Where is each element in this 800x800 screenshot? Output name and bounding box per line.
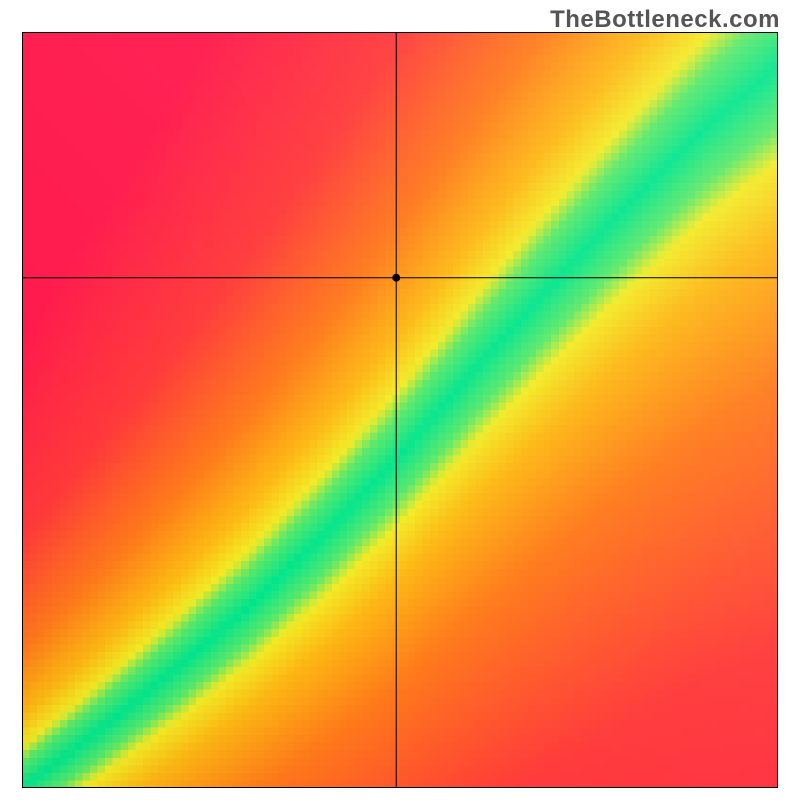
watermark-text: TheBottleneck.com (550, 6, 780, 34)
bottleneck-heatmap (22, 32, 778, 788)
chart-container: TheBottleneck.com (0, 0, 800, 800)
